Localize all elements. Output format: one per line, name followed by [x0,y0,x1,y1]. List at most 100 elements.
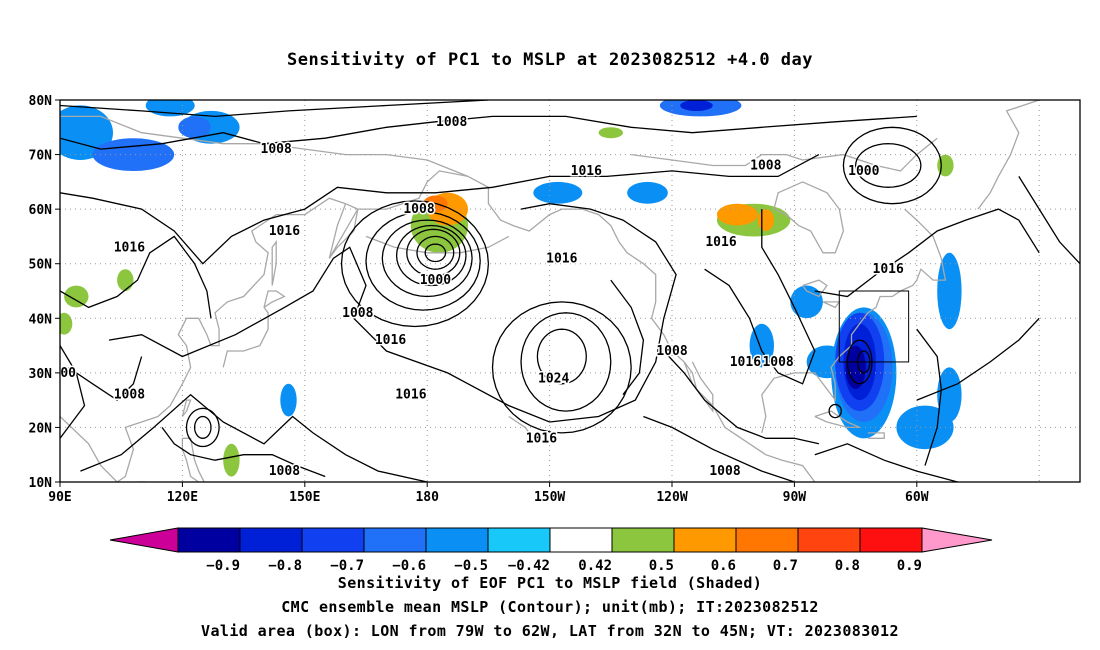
isobar-line [814,208,1040,298]
isobar-line [80,393,428,482]
coastline [181,437,205,482]
colorbar-tick-label: 0.7 [773,558,798,574]
sensitivity-patch [178,116,211,139]
valid-area-box [838,290,910,363]
sensitivity-patch [680,100,713,111]
contour-label: 1008 [403,202,434,217]
coastline [467,175,816,482]
sensitivity-patch [64,285,89,308]
colorbar-tick-label: 0.42 [578,558,612,574]
isobar-line [60,154,820,265]
contour-label: 1024 [538,371,569,386]
isobar-line [60,345,86,439]
isobar-line [67,356,143,401]
isobar-line [1018,176,1080,265]
isobar-line [916,328,942,466]
lon-label: 60W [905,490,929,505]
colorbar-tick-label: −0.6 [392,558,426,574]
colorbar-segment [301,527,365,553]
contour-label: 1008 [114,388,145,403]
coastline [814,410,860,429]
lat-label: 10N [29,476,53,491]
colorbar-segment [797,527,861,553]
coastline [508,415,530,434]
sensitivity-patch [716,203,758,226]
colorbar-right-arrow [921,527,993,553]
colorbar: −0.9 −0.8 −0.7 −0.6 −0.5 −0.42 0.42 0.5 0.6 0.7 0.… [109,527,993,574]
isobar-line [916,317,1040,401]
coastline [761,208,947,434]
sensitivity-patch [790,285,823,319]
sensitivity-patch [223,443,240,477]
lon-label: 120W [656,490,687,505]
colorbar-segment [673,527,737,553]
isobar-line [704,209,816,385]
coastline [181,399,192,417]
contour-label: 1000 [848,164,879,179]
sensitivity-patch [92,138,175,172]
footer-line-2: CMC ensemble mean MSLP (Contour); unit(m… [281,598,819,616]
isobar-line [161,427,326,478]
sensitivity-patch [937,367,962,423]
contour-label: 1000 [420,273,451,288]
isobar-line [536,328,587,385]
footer-line-1: Sensitivity of EOF PC1 to MSLP field (Sh… [337,574,763,592]
contour-label: 1016 [730,355,761,370]
contour-label: 1016 [269,224,300,239]
coastline [631,137,938,172]
map-frame [59,99,1081,483]
colorbar-tick-label: −0.7 [330,558,364,574]
map-title: Sensitivity of PC1 to MSLP at 2023082512… [286,50,813,70]
contour-label: 1008 [656,344,687,359]
isobar-line [610,279,645,396]
isobar-line [416,235,455,270]
lat-label: 70N [29,149,53,164]
contour-label: 1016 [546,251,577,266]
contour-label: 1008 [342,306,373,321]
sensitivity-patch [937,252,962,330]
lon-label: 180 [415,490,439,505]
colorbar-segment [859,527,923,553]
colorbar-segment [177,527,241,553]
contour-label: 1008 [750,159,781,174]
colorbar-segment [239,527,303,553]
lon-label: 150W [534,490,565,505]
colorbar-tick-label: 0.5 [649,558,674,574]
contour-label: 1016 [873,262,904,277]
sensitivity-patch [757,209,774,232]
isobar-line [520,312,612,412]
contour-label: 1016 [571,164,602,179]
colorbar-segment [549,527,613,553]
lat-label: 30N [29,367,53,382]
contour-label: 1016 [375,333,406,348]
isobar-line [842,126,942,205]
isobar-line [491,301,632,434]
isobar-line [424,243,447,263]
isobar-line [193,415,212,439]
colorbar-tick-label: −0.42 [508,558,550,574]
isobar-line [340,200,490,328]
isobar-line [814,443,958,482]
isobar-line [60,235,212,319]
lat-label: 60N [29,203,53,218]
sensitivity-patch [845,345,866,390]
isobar-line [406,228,461,277]
valid-area-rect [838,290,910,363]
contour-label: 1008 [269,464,300,479]
coastline [773,181,845,254]
contour-label: 1008 [436,115,467,130]
lat-label: 40N [29,312,53,327]
isobar-line [381,219,473,298]
sensitivity-patch [598,127,623,139]
contour-label: 00 [60,366,76,381]
coastline [822,301,841,309]
coastline [802,279,828,298]
lat-label: 80N [29,94,53,109]
colorbar-tick-label: −0.8 [268,558,302,574]
isobar-line [365,211,481,311]
contour-label: 1016 [705,235,736,250]
coastline [365,235,510,254]
